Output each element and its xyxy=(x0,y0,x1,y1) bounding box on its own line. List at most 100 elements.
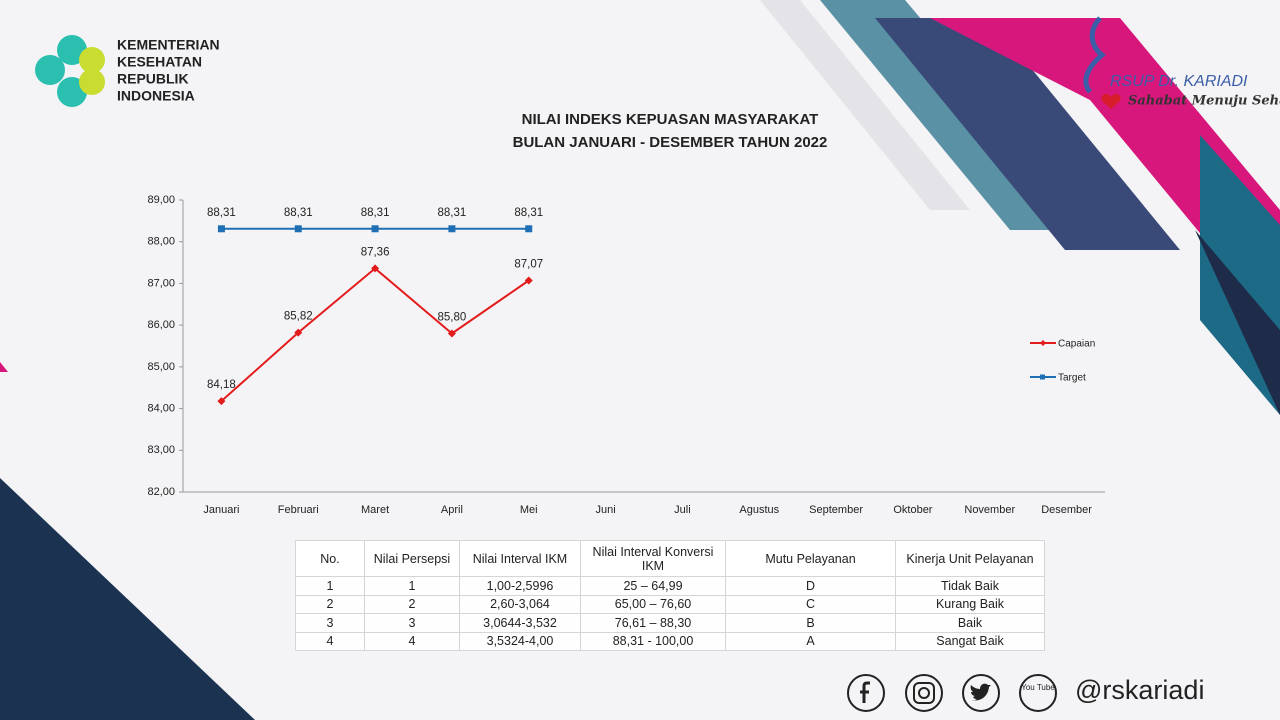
x-tick-label: September xyxy=(809,504,863,516)
data-label: 85,82 xyxy=(284,311,313,323)
data-label: 88,31 xyxy=(514,207,543,219)
y-tick-label: 85,00 xyxy=(147,361,175,373)
corner xyxy=(0,362,8,372)
header-cell: Nilai Interval IKM xyxy=(459,540,581,577)
logo-text: REPUBLIK xyxy=(117,71,189,87)
y-tick-label: 84,00 xyxy=(147,402,175,414)
marker xyxy=(217,225,225,233)
social-handle: @rskariadi xyxy=(1075,675,1204,705)
marker xyxy=(217,397,226,406)
data-label: 88,31 xyxy=(438,207,467,219)
youtube-label: You Tube xyxy=(1021,683,1055,692)
x-tick-label: Februari xyxy=(278,504,319,516)
header-cell: No. xyxy=(295,540,365,577)
table-cell: C xyxy=(725,594,896,614)
table-cell: 4 xyxy=(295,631,365,651)
legend-label: Target xyxy=(1058,373,1086,384)
chart-title: NILAI INDEKS KEPUASAN MASYARAKAT xyxy=(522,111,819,128)
x-tick-label: Juli xyxy=(674,504,691,516)
data-label: 87,07 xyxy=(514,259,543,271)
y-tick-label: 82,00 xyxy=(147,486,175,498)
y-tick-label: 88,00 xyxy=(147,236,175,248)
table-cell: 1 xyxy=(364,576,460,596)
x-tick-label: April xyxy=(441,504,463,516)
table-cell: 4 xyxy=(364,631,460,651)
header-cell: Mutu Pelayanan xyxy=(725,540,896,577)
legend-label: Capaian xyxy=(1058,339,1095,350)
table-cell: 76,61 – 88,30 xyxy=(580,613,726,633)
marker xyxy=(447,329,456,338)
x-tick-label: November xyxy=(964,504,1015,516)
x-tick-label: Januari xyxy=(203,504,239,516)
chart-subtitle: BULAN JANUARI - DESEMBER TAHUN 2022 xyxy=(513,134,828,151)
table-row: 4 4 3,5324-4,00 88,31 - 100,00 A Sangat Baik xyxy=(295,631,1045,651)
data-label: 87,36 xyxy=(361,246,390,258)
table-cell: Tidak Baik xyxy=(895,576,1045,596)
table-cell: 2,60-3,064 xyxy=(459,594,581,614)
marker xyxy=(294,225,302,233)
corner xyxy=(0,478,255,720)
legend-marker xyxy=(1040,340,1046,346)
header-cell: Kinerja Unit Pelayanan xyxy=(895,540,1045,577)
y-tick-label: 89,00 xyxy=(147,194,175,206)
stripe xyxy=(760,0,970,210)
header-cell: Nilai Persepsi xyxy=(364,540,460,577)
table-cell: 88,31 - 100,00 xyxy=(580,631,726,651)
logo-tagline: Sahabat Menuju Sehat xyxy=(1128,94,1280,109)
x-tick-label: Juni xyxy=(595,504,615,516)
logo-text: KESEHATAN xyxy=(117,54,202,70)
y-tick-label: 86,00 xyxy=(147,319,175,331)
table-cell: Baik xyxy=(895,613,1045,633)
table-cell: 2 xyxy=(295,594,365,614)
logo-icon xyxy=(35,35,105,107)
data-label: 88,31 xyxy=(361,207,390,219)
marker xyxy=(448,225,456,233)
x-tick-label: Agustus xyxy=(739,504,779,516)
table-cell: D xyxy=(725,576,896,596)
table-cell: 1 xyxy=(295,576,365,596)
y-tick-label: 87,00 xyxy=(147,277,175,289)
table-cell: 1,00-2,5996 xyxy=(459,576,581,596)
x-tick-label: Desember xyxy=(1041,504,1092,516)
header-row: No. Nilai Persepsi Nilai Interval IKM Nilai… xyxy=(295,540,1045,577)
x-tick-label: Maret xyxy=(361,504,389,516)
table-cell: Kurang Baik xyxy=(895,594,1045,614)
table-row: 1 1 1,00-2,5996 25 – 64,99 D Tidak Baik xyxy=(295,576,1045,596)
ikm-table: No. Nilai Persepsi Nilai Interval IKM Nilai… xyxy=(295,540,1045,651)
data-label: 88,31 xyxy=(284,207,313,219)
marker xyxy=(524,276,533,285)
stripe xyxy=(1195,230,1280,415)
marker xyxy=(525,225,533,233)
table-cell: 3,0644-3,532 xyxy=(459,613,581,633)
table-cell: Sangat Baik xyxy=(895,631,1045,651)
table-cell: A xyxy=(725,631,896,651)
table-cell: 2 xyxy=(364,594,460,614)
table-cell: 3 xyxy=(295,613,365,633)
marker xyxy=(371,225,379,233)
table-row: 2 2 2,60-3,064 65,00 – 76,60 C Kurang Baik xyxy=(295,594,1045,614)
heart xyxy=(1101,94,1121,109)
logo-text: INDONESIA xyxy=(117,88,195,104)
header-cell: Nilai Interval Konversi IKM xyxy=(580,540,726,577)
stripe xyxy=(875,18,1180,250)
legend-marker xyxy=(1040,374,1045,380)
table-cell: 3,5324-4,00 xyxy=(459,631,581,651)
data-label: 84,18 xyxy=(207,379,236,391)
table-cell: 65,00 – 76,60 xyxy=(580,594,726,614)
social-icons xyxy=(847,674,1057,712)
logo-name: RSUP Dr. KARIADI xyxy=(1110,73,1248,90)
marker xyxy=(371,264,380,273)
logo-text: KEMENTERIAN xyxy=(117,37,220,53)
data-label: 88,31 xyxy=(207,207,236,219)
x-tick-label: Oktober xyxy=(893,504,932,516)
marker xyxy=(294,328,303,337)
y-tick-label: 83,00 xyxy=(147,444,175,456)
data-label: 85,80 xyxy=(438,312,467,324)
table-cell: 3 xyxy=(364,613,460,633)
table-row: 3 3 3,0644-3,532 76,61 – 88,30 B Baik xyxy=(295,613,1045,633)
x-tick-label: Mei xyxy=(520,504,538,516)
table-cell: 25 – 64,99 xyxy=(580,576,726,596)
table-cell: B xyxy=(725,613,896,633)
logo-icon xyxy=(1083,16,1107,94)
